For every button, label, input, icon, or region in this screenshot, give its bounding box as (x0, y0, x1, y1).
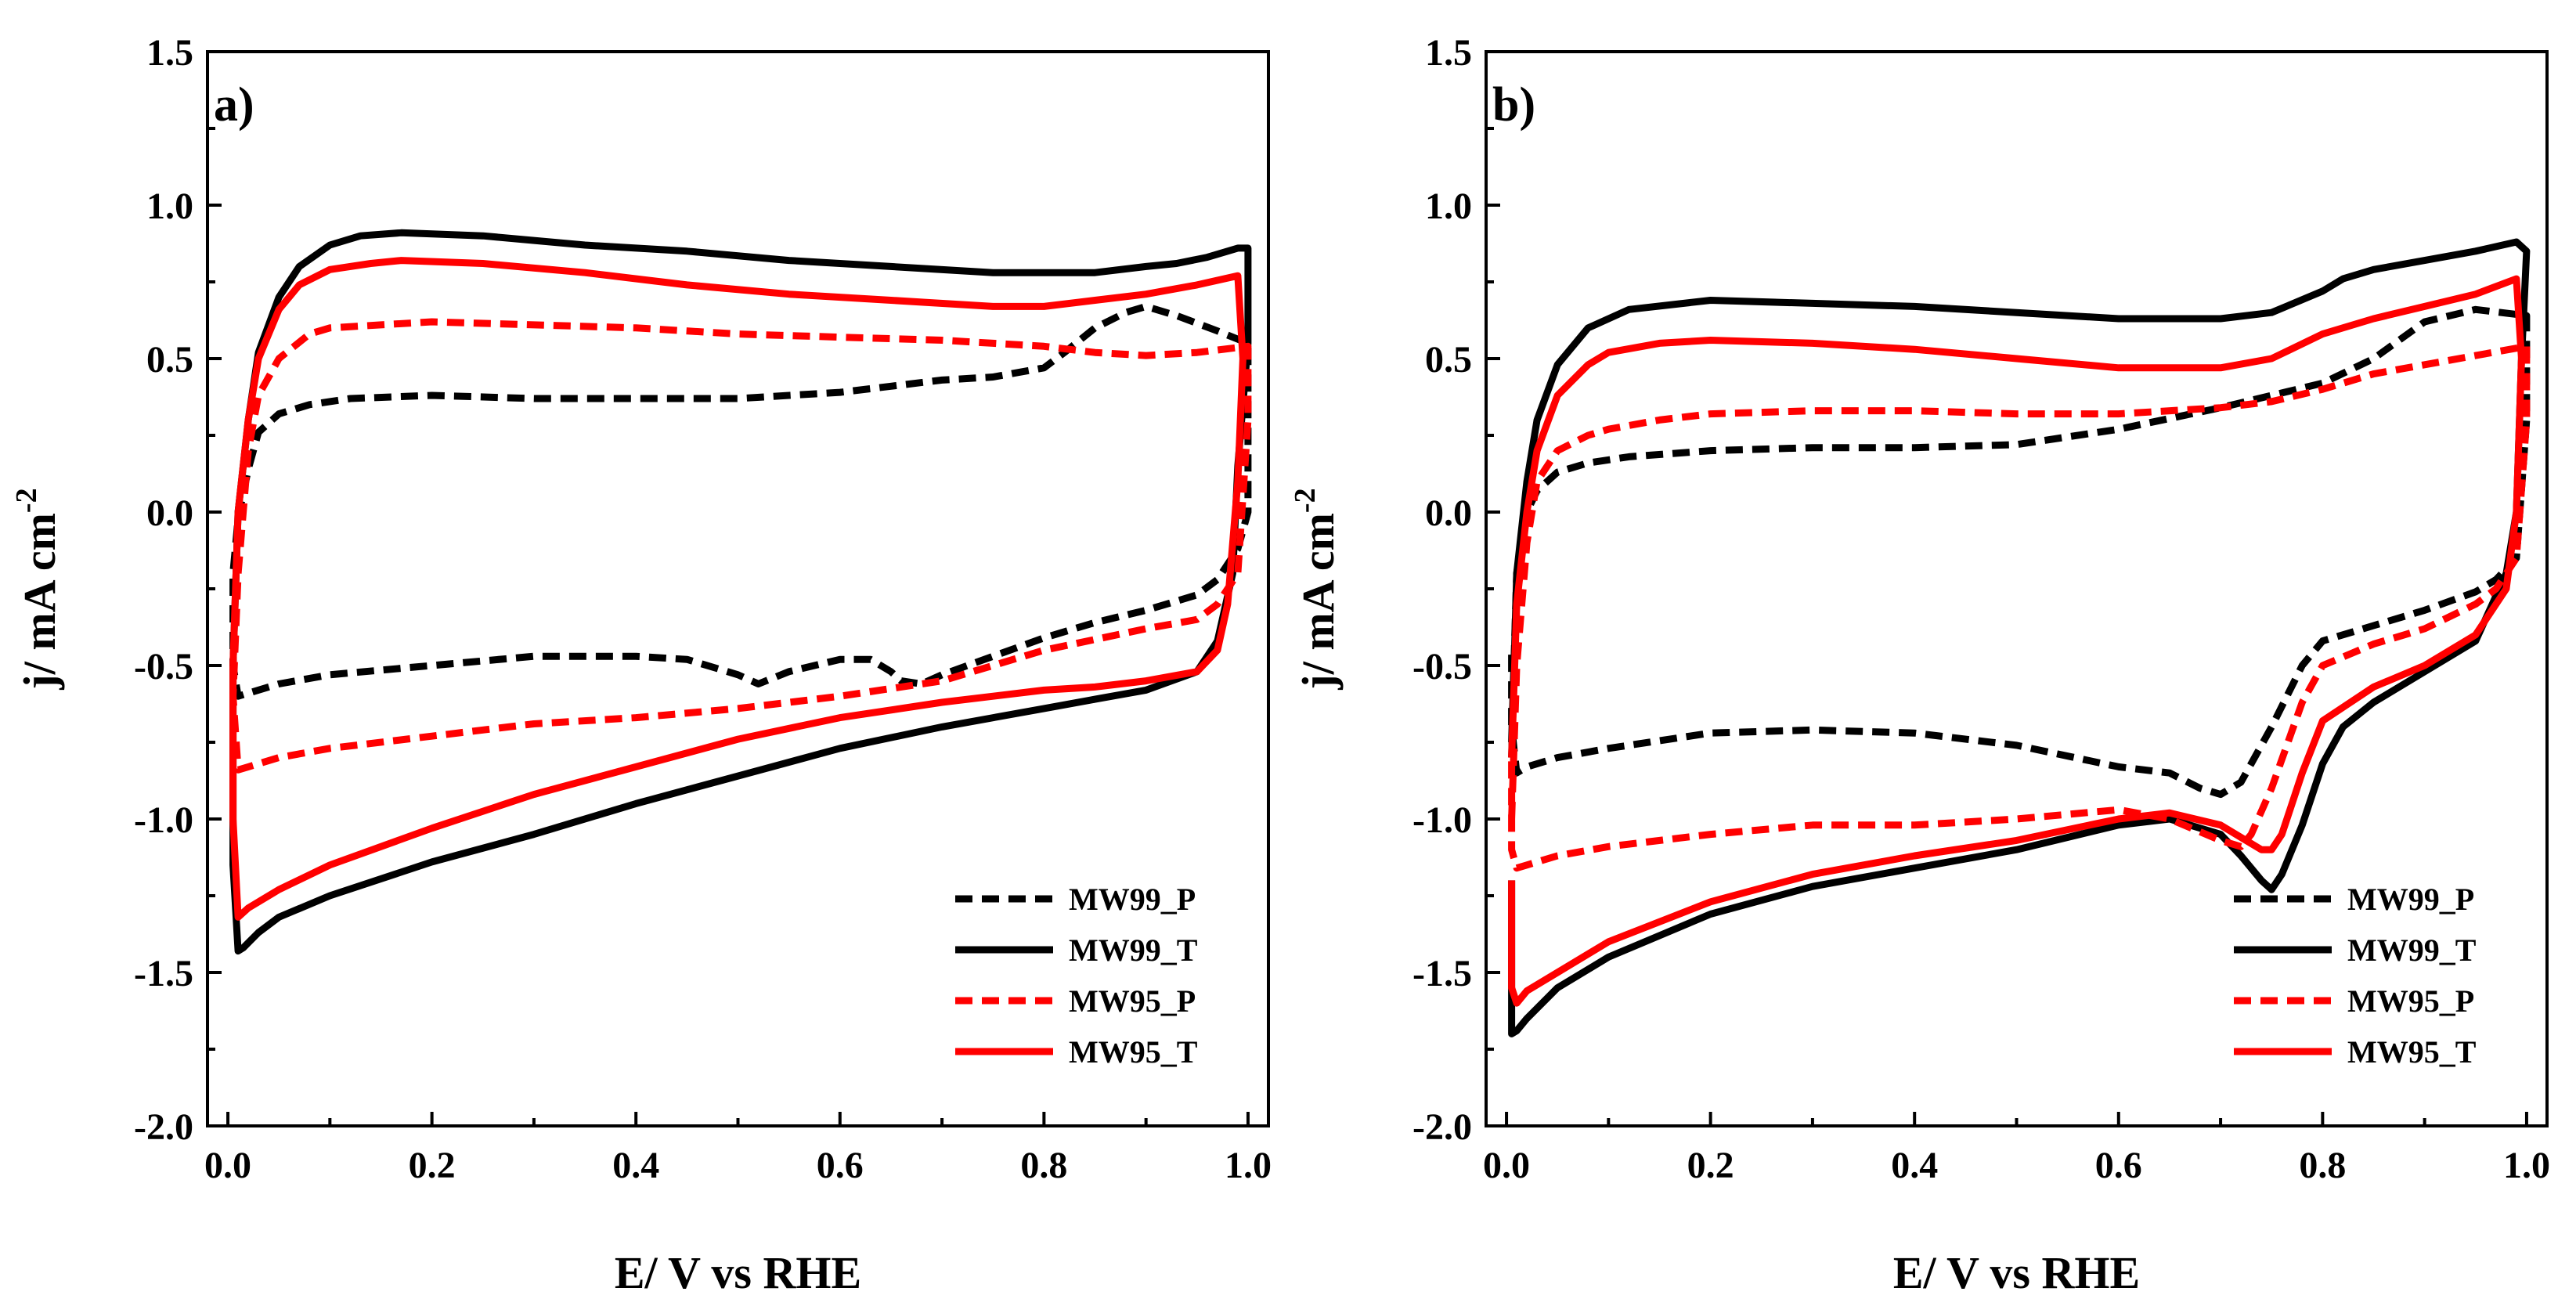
y-tick-label: -1.0 (134, 799, 193, 841)
y-tick-label: -1.5 (134, 953, 193, 994)
y-axis-title: j/ mA cm-2 (10, 488, 65, 690)
x-tick-label: 0.2 (1687, 1145, 1734, 1186)
series-group (229, 229, 1252, 955)
series-line-mw95-p (1508, 342, 2531, 872)
y-axis-title: j/ mA cm-2 (1289, 488, 1344, 690)
x-tick-label: 0.4 (612, 1145, 659, 1186)
panel-label: a) (214, 78, 254, 132)
series-line-mw95-p (229, 318, 1252, 774)
series-line-mw99-p (229, 302, 1252, 700)
x-tick-label: 0.8 (2299, 1145, 2346, 1186)
legend-label: MW95_P (2347, 983, 2474, 1019)
legend-label: MW95_P (1069, 983, 1196, 1019)
y-tick-label: 0.5 (146, 339, 193, 381)
x-tick-label: 0.0 (204, 1145, 251, 1186)
series-line-mw95-t (1508, 275, 2525, 1007)
x-tick-label: 0.4 (1891, 1145, 1938, 1186)
legend-label: MW99_P (2347, 882, 2474, 917)
x-axis-title: E/ V vs RHE (615, 1247, 861, 1298)
series-group (1508, 238, 2531, 1037)
x-axis-title: E/ V vs RHE (1893, 1247, 2140, 1298)
y-axis-title-main: j/ mA cm (14, 513, 65, 691)
y-axis-title-superscript: -2 (10, 488, 43, 513)
x-tick-label: 0.6 (2095, 1145, 2142, 1186)
y-axis-title-superscript: -2 (1289, 488, 1322, 513)
x-tick-label: 1.0 (2503, 1145, 2550, 1186)
y-tick-label: 1.0 (146, 186, 193, 227)
y-axis-title-main: j/ mA cm (1293, 513, 1344, 691)
y-tick-label: 0.5 (1425, 339, 1472, 381)
y-tick-label: 1.5 (1425, 32, 1472, 74)
y-tick-label: -2.0 (1412, 1106, 1472, 1148)
x-tick-label: 0.8 (1020, 1145, 1067, 1186)
y-tick-label: 1.0 (1425, 186, 1472, 227)
y-tick-label: -1.0 (1412, 799, 1472, 841)
legend-label: MW99_T (1069, 933, 1198, 968)
y-tick-label: 0.0 (146, 492, 193, 534)
legend-label: MW95_T (1069, 1034, 1198, 1070)
y-tick-label: -1.5 (1412, 953, 1472, 994)
x-tick-label: 0.0 (1483, 1145, 1530, 1186)
panel-label: b) (1492, 78, 1535, 132)
series-line-mw95-t (229, 257, 1247, 921)
legend-label: MW95_T (2347, 1034, 2477, 1070)
series-line-mw99-t (229, 229, 1252, 955)
y-tick-label: -0.5 (1412, 646, 1472, 687)
legend: MW99_P MW99_T MW95_P MW95_T (2234, 882, 2477, 1070)
y-tick-label: 0.0 (1425, 492, 1472, 534)
legend-label: MW99_T (2347, 933, 2477, 968)
chart-panel-a: 0.0 0.2 0.4 0.6 0.8 1.0 -2.0 -1.5 -1.0 -0.5 0.0 0.5… (10, 32, 1272, 1298)
x-tick-label: 0.2 (409, 1145, 456, 1186)
x-tick-label: 0.6 (817, 1145, 864, 1186)
legend: MW99_P MW99_T MW95_P MW95_T (955, 882, 1198, 1070)
legend-label: MW99_P (1069, 882, 1196, 917)
x-tick-label: 1.0 (1225, 1145, 1272, 1186)
y-tick-label: -2.0 (134, 1106, 193, 1148)
y-tick-label: 1.5 (146, 32, 193, 74)
chart-panel-b: 0.0 0.2 0.4 0.6 0.8 1.0 -2.0 -1.5 -1.0 -0.5 0.0 0.5… (1289, 32, 2550, 1298)
y-tick-label: -0.5 (134, 646, 193, 687)
series-line-mw99-p (1508, 305, 2531, 799)
